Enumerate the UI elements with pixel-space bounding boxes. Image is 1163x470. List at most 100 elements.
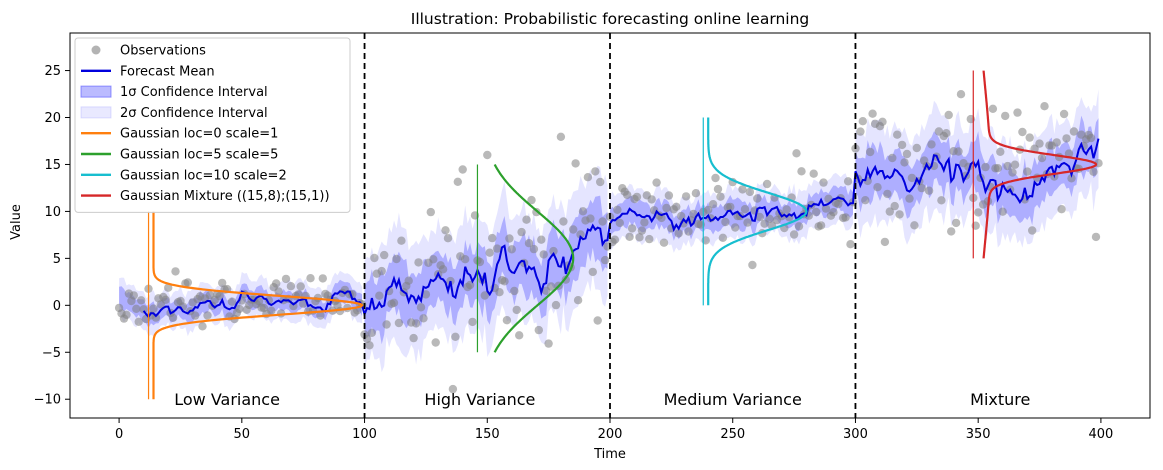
observation-point — [394, 318, 404, 328]
observation-point — [426, 207, 435, 217]
observation-point — [451, 332, 460, 341]
observation-point — [745, 187, 755, 197]
observation-point — [873, 183, 882, 192]
legend-entry-label: Forecast Mean — [120, 64, 215, 79]
x-axis-label: Time — [593, 447, 626, 462]
observation-point — [480, 291, 489, 300]
axes-layer: 0 50 100 150 200 250 300 350 400 −10 −5 0 5 10 15 20 25 — [34, 32, 1151, 442]
observation-point — [902, 149, 912, 159]
observation-point — [610, 235, 620, 244]
observation-point — [198, 322, 207, 331]
observation-point — [264, 296, 273, 305]
y-tick-label: 25 — [44, 64, 61, 79]
band-2sigma-3 — [855, 89, 1099, 248]
observation-point — [1035, 139, 1044, 148]
observation-point — [296, 282, 305, 291]
observation-point — [895, 210, 904, 219]
x-tick-label: 150 — [475, 427, 500, 442]
observation-point — [515, 331, 524, 340]
observation-point — [191, 311, 200, 320]
observation-point — [809, 169, 818, 178]
legend: Observations Forecast Mean 1σ Confidence I… — [74, 37, 351, 213]
observation-point — [684, 227, 693, 236]
observation-point — [318, 274, 327, 283]
observation-point — [505, 234, 514, 243]
observation-point — [139, 305, 148, 314]
observation-point — [912, 143, 921, 153]
y-axis-label: Value — [9, 204, 24, 240]
gaussian-curve-2 — [707, 117, 808, 306]
observation-point — [856, 127, 865, 136]
observation-point — [996, 147, 1005, 156]
observation-point — [488, 233, 497, 243]
observation-point — [419, 314, 428, 323]
observation-point — [1025, 133, 1034, 142]
observation-point — [149, 304, 158, 313]
observation-point — [900, 158, 909, 167]
observation-point — [1089, 167, 1098, 176]
observation-point — [625, 232, 634, 241]
observation-point — [578, 207, 588, 216]
observation-point — [227, 297, 237, 306]
observation-point — [404, 276, 413, 285]
observation-point — [890, 201, 899, 211]
observation-point — [534, 325, 543, 335]
observation-point — [600, 255, 610, 265]
observation-point — [218, 278, 227, 288]
observation-point — [829, 208, 838, 217]
x-tick-label: 300 — [843, 427, 868, 442]
observation-point — [927, 140, 936, 149]
observation-point — [993, 164, 1002, 173]
observation-point — [711, 173, 720, 183]
observation-point — [657, 213, 666, 223]
observation-point — [704, 205, 713, 215]
observation-point — [316, 311, 325, 320]
observation-point — [944, 110, 953, 120]
observation-point — [843, 177, 853, 186]
observation-point — [254, 297, 264, 306]
observation-point — [556, 132, 566, 141]
band-1sigma-1 — [364, 195, 608, 345]
observation-point — [988, 104, 998, 114]
observation-point — [492, 244, 502, 253]
observation-point — [443, 234, 453, 243]
legend-entry-label: Gaussian loc=0 scale=1 — [120, 127, 278, 142]
observation-point — [161, 295, 170, 304]
observation-point — [637, 226, 647, 235]
observation-point — [183, 278, 192, 287]
observation-point — [286, 282, 296, 291]
observation-point — [544, 339, 553, 348]
band-1sigma-3 — [855, 115, 1099, 226]
observation-point — [365, 341, 374, 350]
observation-point — [1086, 133, 1096, 143]
observation-point — [974, 208, 983, 217]
observation-point — [1001, 111, 1010, 121]
observation-point — [431, 338, 440, 347]
observation-point — [846, 240, 855, 249]
observation-point — [1040, 102, 1049, 111]
observation-point — [947, 227, 956, 236]
observation-point — [151, 313, 161, 322]
observation-point — [1069, 127, 1079, 136]
observation-point — [1018, 127, 1027, 137]
x-tick-label: 200 — [598, 427, 623, 442]
observation-point — [522, 215, 531, 224]
observation-point — [789, 230, 799, 239]
observation-point — [713, 184, 723, 194]
observation-point — [132, 304, 141, 313]
legend-marker-patch — [80, 85, 112, 98]
observation-point — [858, 117, 867, 126]
y-tick-label: 5 — [53, 252, 61, 267]
gaussian-curve-1 — [493, 164, 575, 353]
observation-point — [485, 248, 494, 257]
observation-point — [583, 173, 593, 182]
observation-point — [537, 235, 546, 244]
observation-point — [681, 192, 691, 201]
observation-point — [527, 195, 536, 205]
observation-point — [551, 300, 561, 310]
observation-point — [306, 274, 315, 283]
legend-entry-label: Gaussian loc=5 scale=5 — [120, 148, 278, 163]
observation-point — [588, 267, 597, 277]
observation-point — [529, 244, 539, 254]
observation-point — [593, 316, 602, 325]
